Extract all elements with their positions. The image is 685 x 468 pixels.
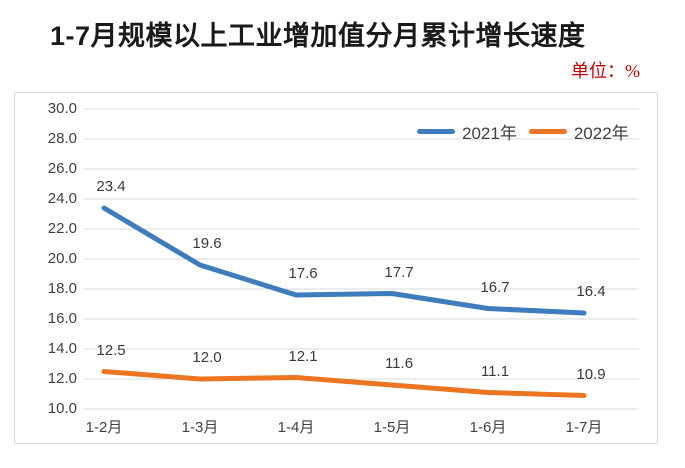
data-label: 19.6 — [192, 235, 222, 252]
y-tick-label: 26.0 — [47, 160, 77, 177]
data-label: 12.5 — [96, 341, 126, 359]
legend-item: 2022年 — [528, 119, 629, 144]
plot-svg — [83, 108, 639, 410]
legend-item: 2021年 — [417, 119, 517, 144]
data-label: 11.6 — [384, 355, 414, 372]
y-tick-label: 24.0 — [47, 190, 77, 207]
y-tick-label: 16.0 — [47, 310, 77, 327]
y-tick-label: 14.0 — [47, 340, 77, 357]
x-category-label: 1-6月 — [469, 419, 507, 436]
series-line-2022年 — [101, 369, 587, 398]
x-category-label: 1-3月 — [181, 419, 219, 436]
x-category-label: 1-2月 — [85, 419, 123, 436]
series-line-2021年 — [101, 205, 587, 316]
data-label: 11.1 — [480, 362, 510, 380]
y-tick-label: 18.0 — [47, 280, 77, 297]
unit-label: 单位：% — [571, 61, 640, 81]
y-tick-label: 30.0 — [47, 100, 77, 117]
data-label: 12.0 — [192, 349, 222, 366]
y-tick-label: 10.0 — [47, 400, 77, 417]
legend-dash-icon — [417, 129, 455, 134]
chart-title: 1-7月规模以上工业增加值分月累计增长速度 — [50, 21, 586, 51]
legend-label: 2022年 — [573, 124, 629, 143]
x-category-label: 1-4月 — [277, 419, 315, 436]
x-category-label: 1-7月 — [565, 419, 603, 436]
y-tick-label: 28.0 — [47, 130, 77, 147]
data-label: 23.4 — [96, 178, 126, 195]
y-tick-label: 22.0 — [47, 220, 77, 237]
data-label: 17.6 — [288, 265, 318, 282]
data-label: 10.9 — [576, 365, 606, 383]
legend-label: 2021年 — [462, 124, 517, 143]
data-label: 16.4 — [576, 283, 606, 300]
data-label: 12.1 — [288, 347, 318, 365]
y-tick-label: 20.0 — [47, 250, 77, 267]
y-tick-label: 12.0 — [47, 370, 77, 387]
data-label: 17.7 — [384, 263, 414, 281]
legend-dash-icon — [528, 129, 567, 134]
chart-area: 30.0 28.0 26.0 24.0 22.0 20.0 18.0 16.0 14.0 12.0… — [14, 92, 658, 444]
data-label: 16.7 — [480, 278, 510, 296]
x-category-label: 1-5月 — [373, 419, 411, 436]
legend: 2021年 2022年 — [417, 119, 629, 144]
